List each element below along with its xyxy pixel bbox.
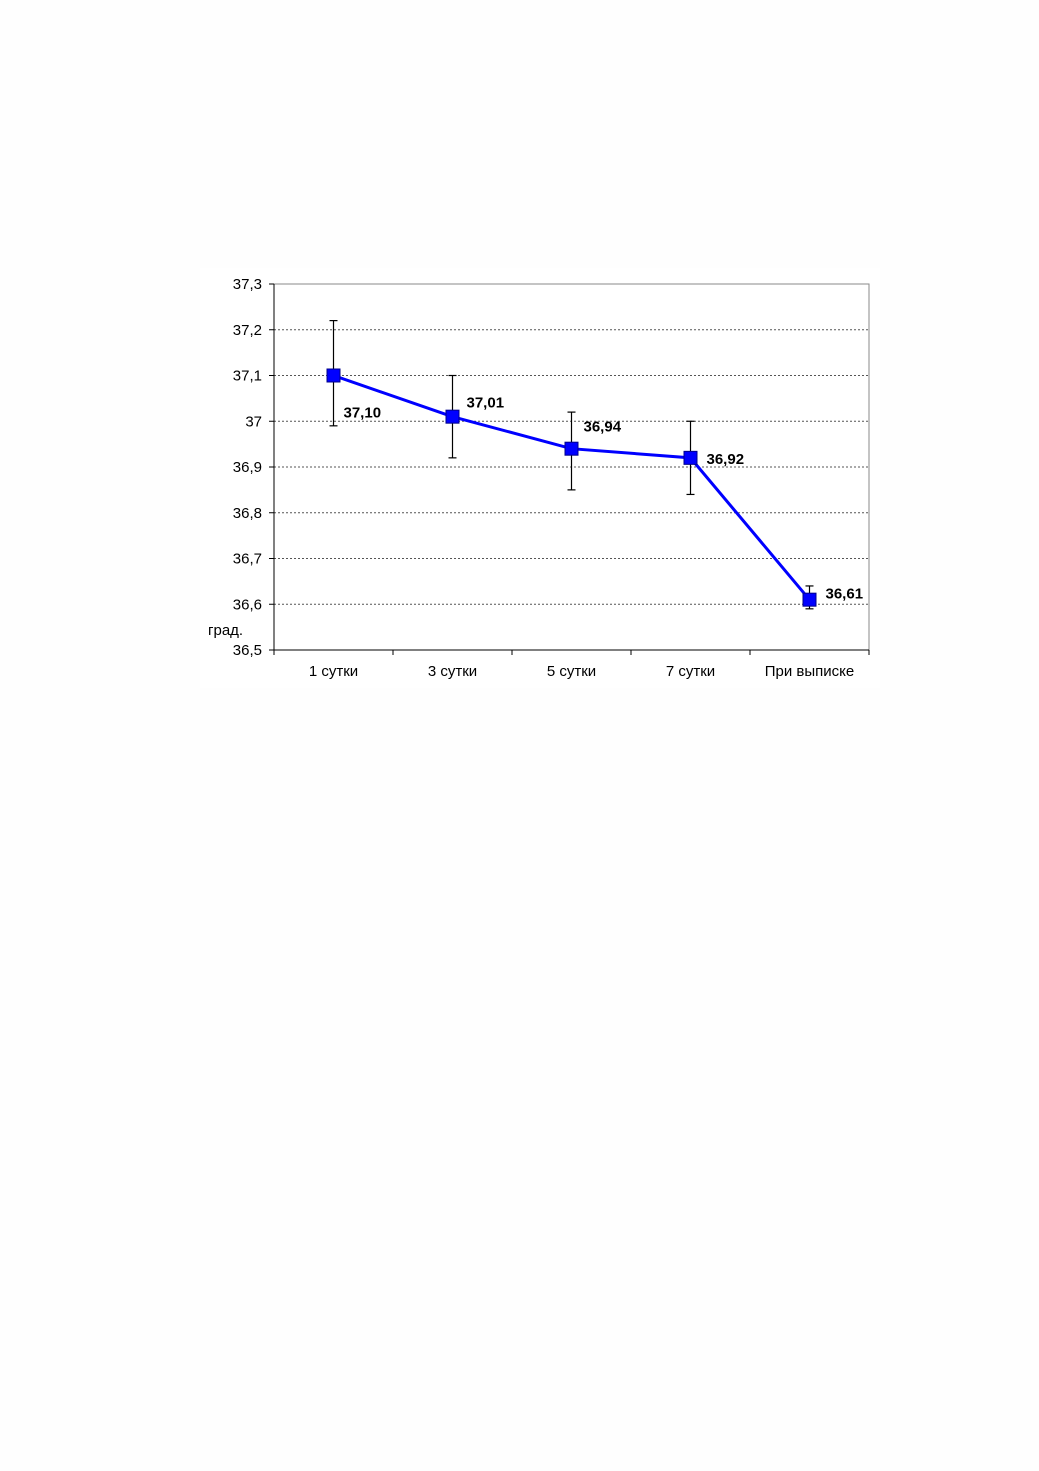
x-tick-label: При выписке — [765, 663, 855, 680]
y-tick-label: 36,6 — [233, 596, 262, 613]
data-point-marker — [683, 450, 698, 465]
data-label: 37,10 — [344, 405, 382, 422]
y-tick-label: 36,9 — [233, 459, 262, 476]
y-tick-label: 37,1 — [233, 368, 262, 385]
y-axis-unit-label: град. — [208, 622, 243, 639]
markers — [326, 368, 817, 607]
y-tick-label: 37,2 — [233, 322, 262, 339]
data-point-marker — [445, 409, 460, 424]
data-label: 37,01 — [467, 395, 505, 412]
x-axis: 1 сутки 3 сутки 5 сутки 7 сутки При выписке — [273, 649, 870, 680]
y-tick-label: 37 — [245, 413, 262, 430]
y-axis: 37,3 37,2 37,1 37 36,9 36,8 36,7 36,6 36,5 — [233, 276, 275, 659]
x-tick-label: 1 сутки — [309, 663, 358, 680]
y-tick-label: 36,5 — [233, 642, 262, 659]
data-point-marker — [802, 592, 817, 607]
x-tick-label: 5 сутки — [547, 663, 596, 680]
chart-canvas: 37,3 37,2 37,1 37 36,9 36,8 36,7 36,6 36,5 1 сут… — [200, 268, 880, 688]
data-label: 36,94 — [584, 419, 622, 436]
x-tick-label: 3 сутки — [428, 663, 477, 680]
data-label: 36,92 — [707, 451, 745, 468]
data-point-marker — [326, 368, 341, 383]
x-tick-label: 7 сутки — [666, 663, 715, 680]
data-label: 36,61 — [826, 586, 864, 603]
y-tick-label: 37,3 — [233, 276, 262, 293]
data-labels: 37,10 37,01 36,94 36,92 36,61 — [344, 395, 864, 603]
temperature-chart: 37,3 37,2 37,1 37 36,9 36,8 36,7 36,6 36,5 1 сут… — [200, 268, 880, 688]
y-tick-label: 36,7 — [233, 551, 262, 568]
data-point-marker — [564, 441, 579, 456]
y-tick-label: 36,8 — [233, 505, 262, 522]
